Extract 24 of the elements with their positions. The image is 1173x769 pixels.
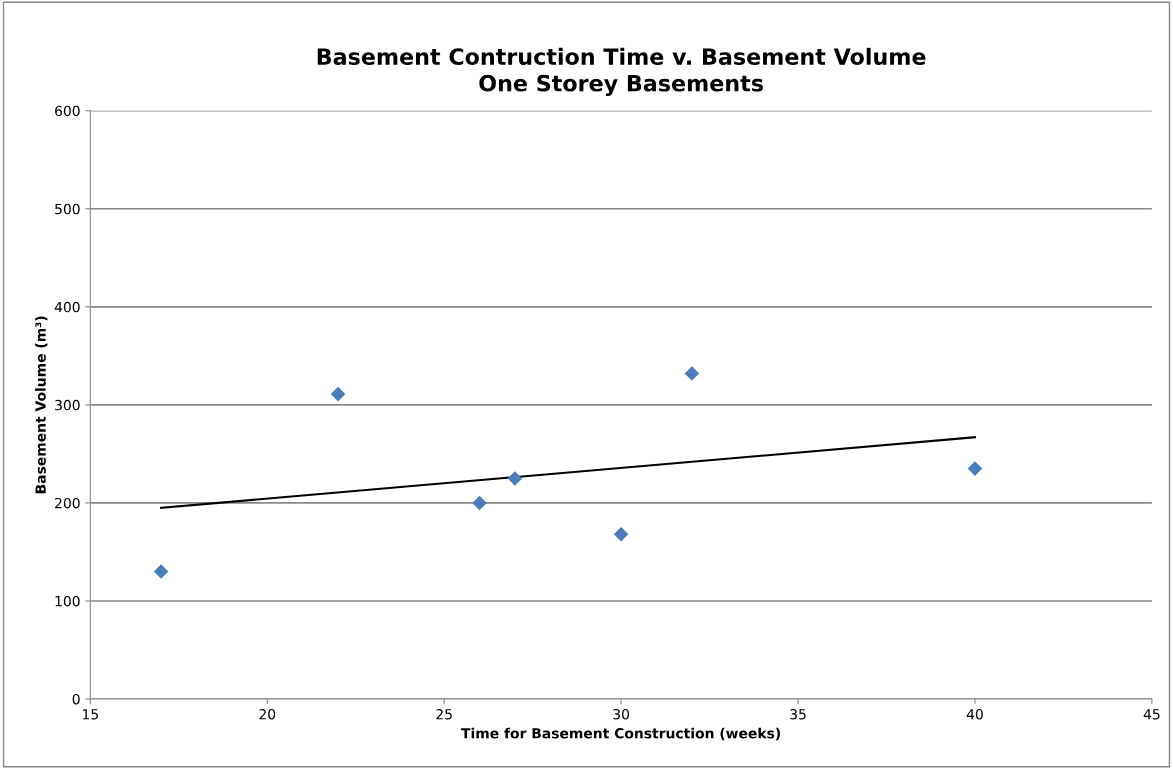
y-tick-label: 300 xyxy=(55,399,80,411)
y-tick-label: 400 xyxy=(54,301,80,313)
y-axis-title: Basement Volume (m³) xyxy=(35,316,48,494)
x-tick-label: 20 xyxy=(259,708,276,720)
point xyxy=(967,461,983,476)
x-axis-title: Time for Basement Construction (weeks) xyxy=(461,727,780,741)
y-tick-label: 100 xyxy=(55,595,80,607)
chart-title: Basement Contruction Time v. Basement Volume One Storey Basements xyxy=(317,47,926,97)
point xyxy=(684,366,700,381)
point xyxy=(613,527,629,542)
x-tick-label: 40 xyxy=(966,708,983,720)
y-tick-label: 500 xyxy=(55,203,80,215)
x-tick-label: 25 xyxy=(436,708,452,720)
y-tick-label: 600 xyxy=(55,105,80,117)
point xyxy=(507,471,523,486)
x-tick-label: 45 xyxy=(1143,709,1160,720)
x-tick-label: 30 xyxy=(613,708,630,720)
point xyxy=(330,386,346,402)
point xyxy=(472,495,487,511)
point xyxy=(153,564,169,579)
x-tick-label: 15 xyxy=(83,709,98,720)
x-tick-label: 35 xyxy=(790,708,806,720)
y-tick-label: 200 xyxy=(55,497,80,509)
y-tick-label: 0 xyxy=(72,693,80,705)
